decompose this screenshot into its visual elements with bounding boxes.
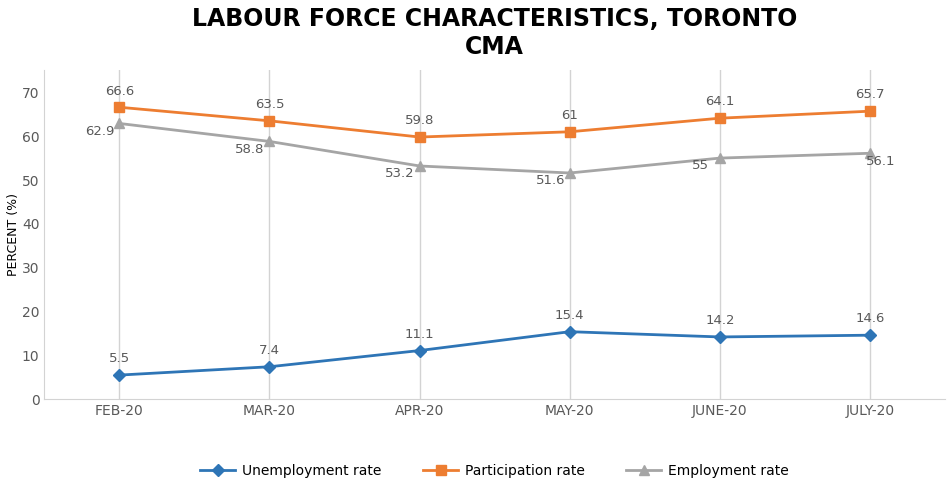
Text: 62.9: 62.9 <box>85 125 114 138</box>
Employment rate <box>564 170 575 176</box>
Participation rate <box>264 118 275 124</box>
Text: 5.5: 5.5 <box>109 352 129 365</box>
Participation rate <box>113 104 125 110</box>
Unemployment rate <box>864 332 876 338</box>
Unemployment rate <box>414 347 426 353</box>
Text: 59.8: 59.8 <box>405 114 434 127</box>
Text: 58.8: 58.8 <box>235 143 265 156</box>
Employment rate <box>864 150 876 156</box>
Text: 66.6: 66.6 <box>105 84 134 97</box>
Participation rate <box>714 115 725 121</box>
Text: 7.4: 7.4 <box>259 344 280 357</box>
Text: 55: 55 <box>692 160 709 173</box>
Title: LABOUR FORCE CHARACTERISTICS, TORONTO
CMA: LABOUR FORCE CHARACTERISTICS, TORONTO CM… <box>192 7 798 59</box>
Text: 11.1: 11.1 <box>405 328 434 341</box>
Text: 14.6: 14.6 <box>855 312 884 325</box>
Unemployment rate <box>264 364 275 370</box>
Text: 64.1: 64.1 <box>705 95 735 108</box>
Line: Employment rate: Employment rate <box>114 119 875 178</box>
Text: 15.4: 15.4 <box>555 309 585 322</box>
Employment rate <box>414 163 426 169</box>
Y-axis label: PERCENT (%): PERCENT (%) <box>7 193 20 276</box>
Participation rate <box>414 134 426 140</box>
Participation rate <box>864 108 876 114</box>
Employment rate <box>714 155 725 161</box>
Text: 65.7: 65.7 <box>855 88 884 101</box>
Text: 51.6: 51.6 <box>536 174 565 188</box>
Text: 56.1: 56.1 <box>866 155 896 168</box>
Line: Participation rate: Participation rate <box>114 102 875 142</box>
Legend: Unemployment rate, Participation rate, Employment rate: Unemployment rate, Participation rate, E… <box>195 459 794 484</box>
Text: 14.2: 14.2 <box>705 314 735 327</box>
Text: 53.2: 53.2 <box>386 167 415 180</box>
Employment rate <box>264 138 275 144</box>
Unemployment rate <box>714 334 725 340</box>
Text: 63.5: 63.5 <box>255 98 285 111</box>
Employment rate <box>113 120 125 126</box>
Unemployment rate <box>113 372 125 378</box>
Participation rate <box>564 129 575 135</box>
Line: Unemployment rate: Unemployment rate <box>115 327 874 379</box>
Unemployment rate <box>564 329 575 335</box>
Text: 61: 61 <box>562 109 578 122</box>
